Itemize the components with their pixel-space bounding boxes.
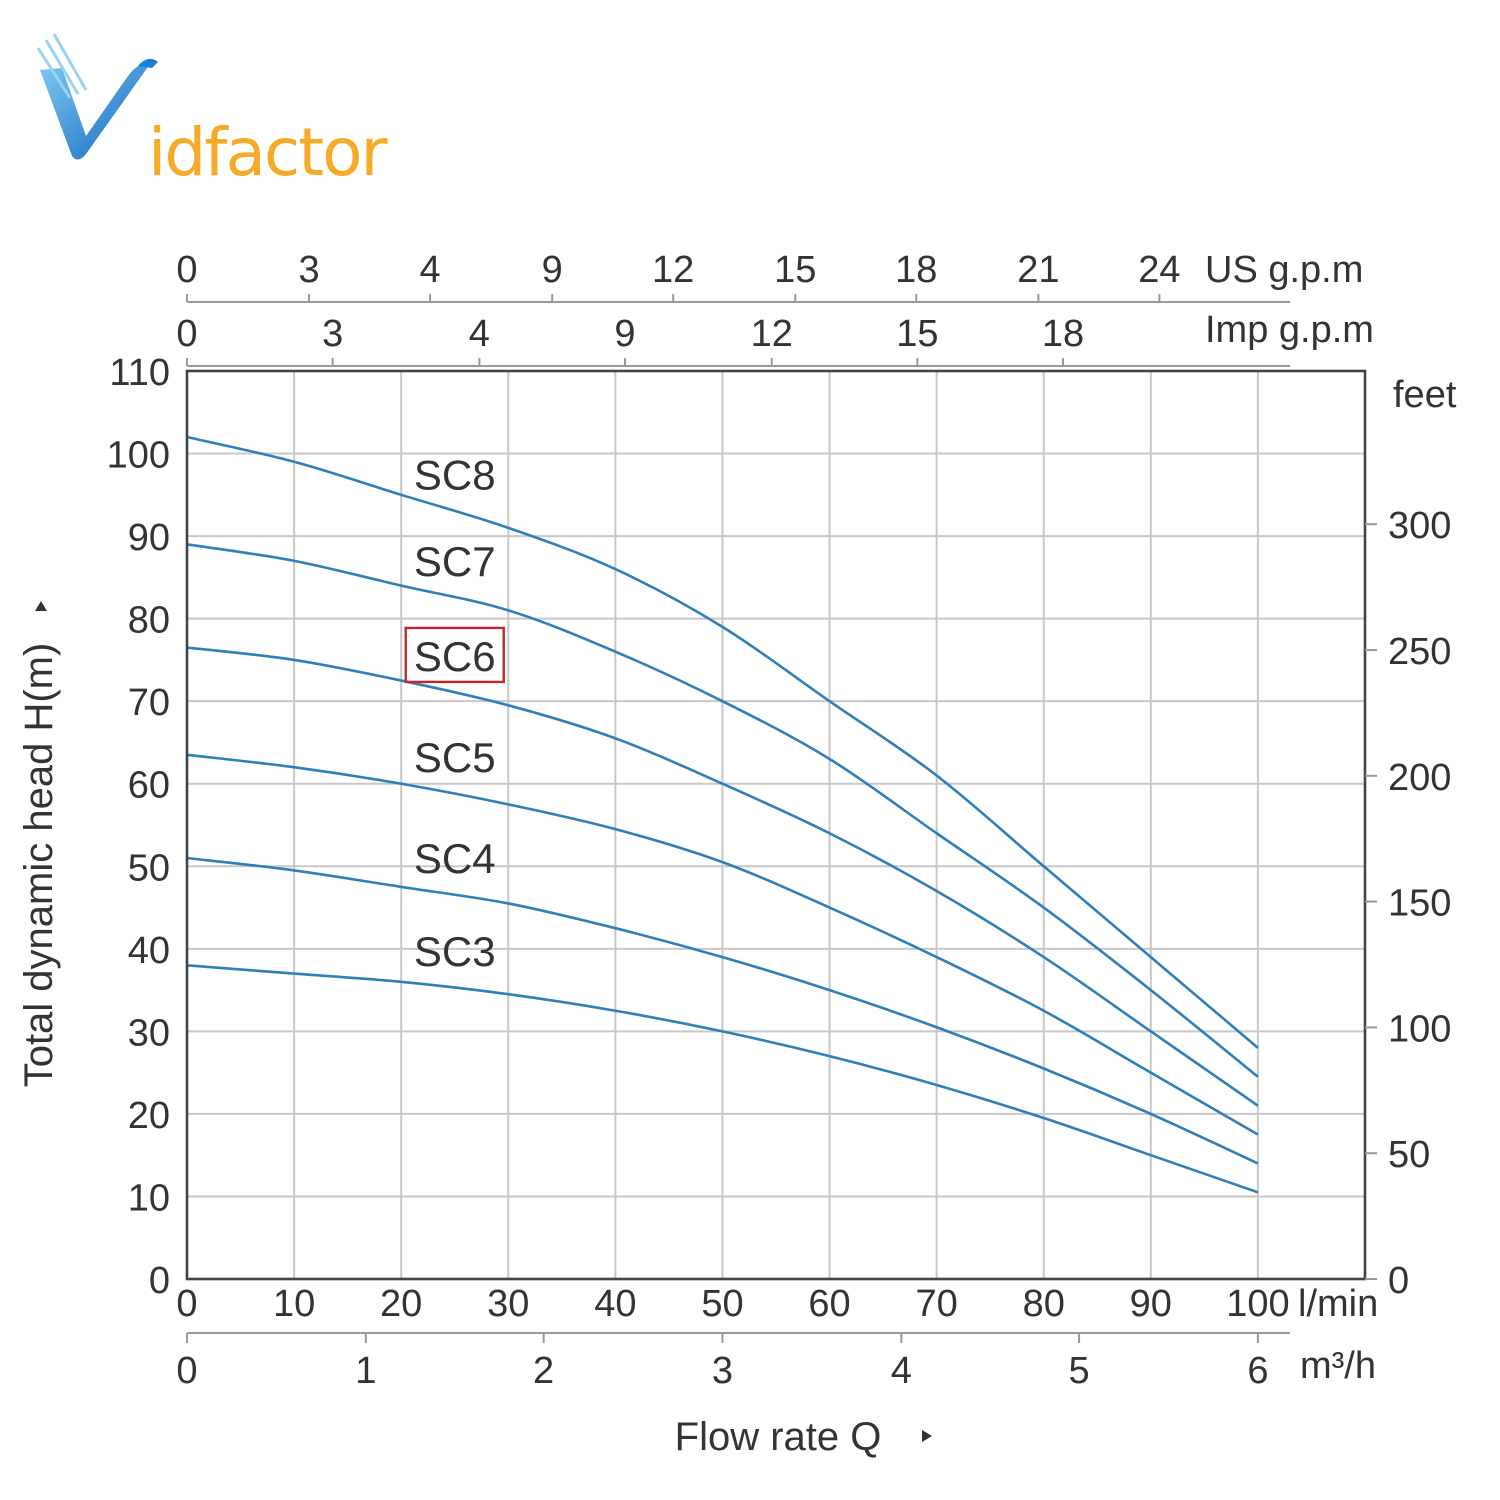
y-tick-label: 70 xyxy=(128,682,170,724)
imp-gpm-tick-label: 12 xyxy=(751,313,793,355)
feet-tick-label: 300 xyxy=(1388,505,1451,547)
us-gpm-tick-label: 12 xyxy=(652,249,694,291)
series-label-sc3: SC3 xyxy=(414,928,496,975)
y-axis-arrow-icon xyxy=(35,601,47,611)
curve-sc7 xyxy=(186,543,1259,1078)
x-tick-label: 20 xyxy=(380,1283,422,1325)
x-tick-label: 50 xyxy=(701,1283,743,1325)
imp-gpm-tick-label: 4 xyxy=(469,313,490,355)
feet-tick-label: 100 xyxy=(1388,1008,1451,1050)
imp-gpm-tick-label: 3 xyxy=(322,313,343,355)
m3h-unit: m³/h xyxy=(1300,1345,1376,1387)
lmin-unit: l/min xyxy=(1298,1283,1378,1325)
feet-tick-label: 0 xyxy=(1388,1260,1409,1302)
y-axis-title: Total dynamic head H(m) xyxy=(17,643,61,1088)
y-tick-label: 30 xyxy=(128,1012,170,1054)
feet-tick-label: 150 xyxy=(1388,883,1451,925)
feet-unit: feet xyxy=(1393,374,1457,416)
x-tick-label: 0 xyxy=(176,1283,197,1325)
us-gpm-tick-label: 4 xyxy=(420,249,441,291)
imp-gpm-unit: Imp g.p.m xyxy=(1205,309,1374,351)
series-label-sc8: SC8 xyxy=(414,451,496,498)
us-gpm-tick-label: 9 xyxy=(542,249,563,291)
highlight-box xyxy=(404,626,505,684)
logo-text: idfactor xyxy=(148,114,388,191)
curves xyxy=(186,435,1259,1194)
x-tick-label: 40 xyxy=(594,1283,636,1325)
x-tick-label: 60 xyxy=(808,1283,850,1325)
y-tick-label: 100 xyxy=(107,435,170,477)
us-gpm-tick-label: 24 xyxy=(1138,249,1180,291)
us-gpm-tick-label: 0 xyxy=(176,249,197,291)
series-label-sc5: SC5 xyxy=(414,734,496,781)
x-axis-arrow-icon xyxy=(922,1430,932,1442)
m3h-tick-label: 3 xyxy=(712,1350,733,1392)
series-label-sc7: SC7 xyxy=(414,538,496,585)
y-tick-label: 90 xyxy=(128,517,170,559)
us-gpm-tick-label: 18 xyxy=(895,249,937,291)
series-label-sc6: SC6 xyxy=(414,633,496,680)
vidfactor-logo: idfactor xyxy=(30,28,390,191)
y-tick-label: 60 xyxy=(128,765,170,807)
m3h-tick-label: 0 xyxy=(176,1350,197,1392)
y-tick-label: 20 xyxy=(128,1095,170,1137)
series-labels: SC8 SC7 SC6 SC5 SC4 SC3 xyxy=(404,451,505,975)
ticks: 0 10 20 30 40 50 60 70 80 90 100010203040506070809… xyxy=(107,249,1452,1392)
feet-tick-label: 50 xyxy=(1388,1134,1430,1176)
x-tick-label: 80 xyxy=(1023,1283,1065,1325)
y-tick-label: 110 xyxy=(109,352,170,394)
y-tick-label: 40 xyxy=(128,930,170,972)
m3h-tick-label: 1 xyxy=(355,1350,376,1392)
series-label-sc4: SC4 xyxy=(414,835,496,882)
y-tick-label: 10 xyxy=(128,1177,170,1219)
grid xyxy=(187,371,1365,1279)
imp-gpm-tick-label: 9 xyxy=(614,313,635,355)
curve-sc3 xyxy=(186,964,1259,1194)
us-gpm-unit: US g.p.m xyxy=(1205,249,1363,291)
m3h-tick-label: 6 xyxy=(1247,1350,1268,1392)
m3h-tick-label: 2 xyxy=(533,1350,554,1392)
curve-sc4 xyxy=(186,856,1259,1165)
m3h-tick-label: 5 xyxy=(1068,1350,1089,1392)
feet-tick-label: 250 xyxy=(1388,631,1451,673)
imp-gpm-tick-label: 18 xyxy=(1042,313,1084,355)
plot-frame xyxy=(185,369,1367,1281)
us-gpm-tick-label: 3 xyxy=(299,249,320,291)
x-tick-label: 10 xyxy=(273,1283,315,1325)
us-gpm-tick-label: 15 xyxy=(774,249,816,291)
curve-sc8 xyxy=(186,435,1259,1049)
curve-sc6 xyxy=(186,646,1259,1107)
curve-sc5 xyxy=(186,753,1259,1136)
feet-tick-label: 200 xyxy=(1388,757,1451,799)
imp-gpm-tick-label: 15 xyxy=(896,313,938,355)
y-tick-label: 0 xyxy=(149,1260,170,1302)
imp-gpm-tick-label: 0 xyxy=(176,313,197,355)
x-tick-label: 100 xyxy=(1226,1283,1289,1325)
y-tick-label: 80 xyxy=(128,600,170,642)
m3h-tick-label: 4 xyxy=(891,1350,912,1392)
logo-v-mark-icon xyxy=(36,33,158,160)
x-tick-label: 70 xyxy=(915,1283,957,1325)
x-axis-title: Flow rate Q xyxy=(675,1415,882,1459)
us-gpm-tick-label: 21 xyxy=(1017,249,1059,291)
y-tick-label: 50 xyxy=(128,847,170,889)
x-tick-label: 30 xyxy=(487,1283,529,1325)
x-tick-label: 90 xyxy=(1130,1283,1172,1325)
